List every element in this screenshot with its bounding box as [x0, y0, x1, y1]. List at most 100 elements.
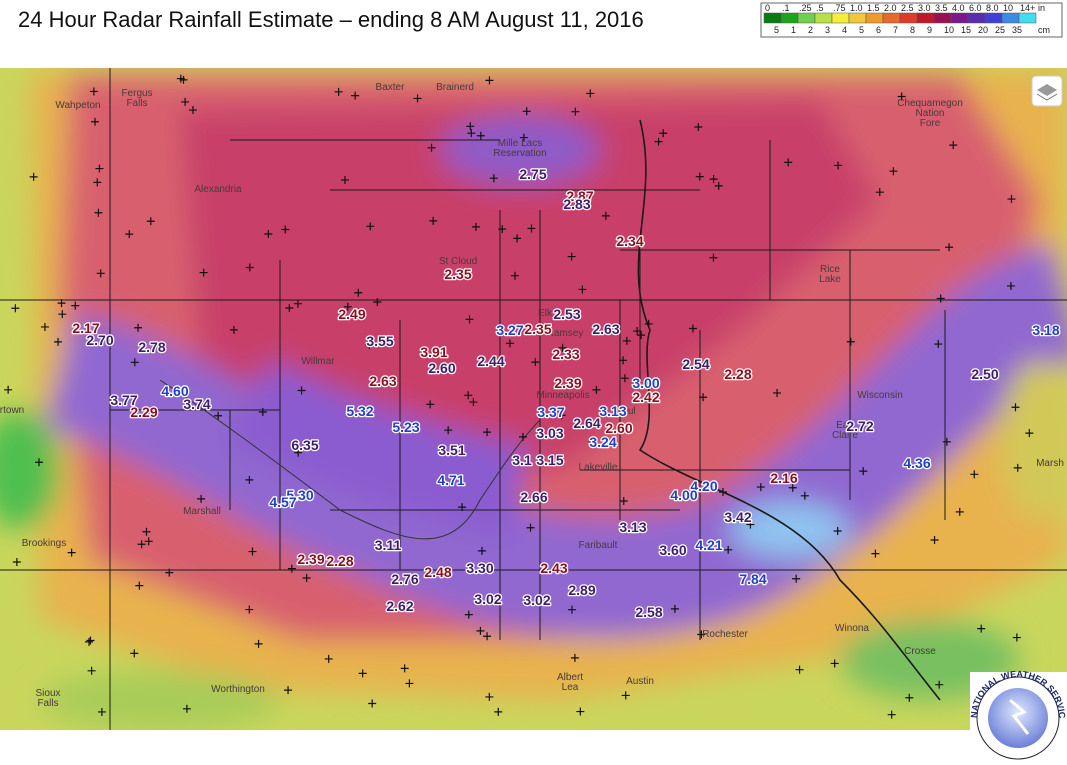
station-marker [621, 691, 630, 700]
rainfall-value: 2.72 [846, 418, 873, 434]
rainfall-value: 2.87 [566, 188, 593, 204]
station-marker [281, 225, 290, 234]
rainfall-value: 2.44 [477, 353, 504, 369]
station-marker [464, 610, 473, 619]
station-marker [557, 411, 566, 420]
station-marker [189, 106, 198, 115]
rainfall-value: 2.66 [520, 489, 547, 505]
station-marker [144, 537, 153, 546]
place-label: Elk [538, 308, 553, 319]
rainfall-value: 4.71 [437, 472, 464, 488]
station-marker [400, 664, 409, 673]
title: 24 Hour Radar Rainfall Estimate – ending… [18, 7, 644, 32]
station-marker [245, 605, 254, 614]
place-label: Mille Lacs [498, 138, 542, 149]
station-marker [531, 358, 540, 367]
station-marker [483, 428, 492, 437]
legend-cm-label: 10 [944, 25, 954, 35]
station-marker [334, 87, 343, 96]
station-marker [476, 626, 485, 635]
station-marker [284, 686, 293, 695]
legend-swatch [831, 12, 850, 24]
rainfall-value: 2.43 [540, 560, 567, 576]
legend-swatch [1018, 12, 1037, 24]
station-marker [351, 91, 360, 100]
rainfall-value: 2.17 [72, 320, 99, 336]
legend-cm-label: 20 [978, 25, 988, 35]
place-label: Reservation [493, 148, 546, 159]
station-marker [343, 302, 352, 311]
station-marker [756, 483, 765, 492]
station-marker [179, 75, 188, 84]
legend-cm-label: 2 [808, 25, 813, 35]
station-marker [795, 665, 804, 674]
station-marker [197, 494, 206, 503]
station-marker [709, 253, 718, 262]
legend-swatch [984, 12, 1003, 24]
station-marker [405, 679, 414, 688]
legend-swatch [763, 12, 782, 24]
station-marker [466, 122, 475, 131]
station-marker [165, 568, 174, 577]
legend-inch-label: 10 [1003, 3, 1013, 13]
rainfall-value: 2.58 [635, 604, 662, 620]
legend-cm-label: 1 [791, 25, 796, 35]
station-marker [489, 174, 498, 183]
legend: 0 .1 .25 .5 .75 1.0 1.5 2.0 2.5 3.0 3.5 4.0 6.0 8.0 10… [760, 2, 1063, 38]
station-marker [570, 653, 579, 662]
legend-cm-label: 8 [910, 25, 915, 35]
place-label: Faribault [579, 540, 618, 551]
station-marker [522, 107, 531, 116]
layers-button[interactable] [1031, 75, 1063, 107]
station-marker [368, 699, 377, 708]
place-label: Marshall [183, 506, 221, 517]
place-label: Nation [916, 108, 945, 119]
rainfall-value: 2.35 [444, 266, 471, 282]
station-marker [130, 358, 139, 367]
rainfall-value: 3.55 [366, 333, 393, 349]
rainfall-value: 5.32 [346, 403, 373, 419]
station-marker [905, 693, 914, 702]
legend-inch-label: 3.5 [935, 3, 948, 13]
place-label: Falls [126, 98, 147, 109]
station-marker [471, 222, 480, 231]
place-label: Willmar [301, 356, 335, 367]
rainfall-value: 4.60 [161, 383, 188, 399]
station-marker [897, 92, 906, 101]
rainfall-value: 2.49 [338, 306, 365, 322]
station-marker [936, 294, 945, 303]
place-label: Ramsey [547, 328, 584, 339]
rainfall-value: 3.13 [599, 403, 626, 419]
legend-inch-label: 3.0 [918, 3, 931, 13]
station-marker [1012, 633, 1021, 642]
place-label: Marsh [1036, 458, 1064, 469]
station-marker [181, 97, 190, 106]
station-marker [4, 385, 13, 394]
station-marker [800, 491, 809, 500]
legend-swatch [916, 12, 935, 24]
rainfall-value: 2.28 [724, 366, 751, 382]
station-marker [96, 269, 105, 278]
station-marker [199, 268, 208, 277]
rainfall-value: 3.77 [110, 392, 137, 408]
station-marker [792, 574, 801, 583]
rainfall-value: 2.63 [592, 321, 619, 337]
rainfall-value: 3.91 [420, 344, 447, 360]
station-marker [718, 488, 727, 497]
station-marker [494, 707, 503, 716]
station-marker [287, 564, 296, 573]
legend-inch-label: 14+ [1020, 3, 1035, 13]
station-marker [477, 546, 486, 555]
rainfall-value: 3.02 [474, 591, 501, 607]
place-label: Crosse [904, 646, 936, 657]
legend-cm-label: 3 [825, 25, 830, 35]
station-marker [86, 636, 95, 645]
place-label: Wahpeton [55, 100, 100, 111]
station-marker [464, 391, 473, 400]
place-label: Lake [819, 274, 841, 285]
rainfall-labels: 2.752.872.832.342.352.49 2.533.27 2.35 2.63… [71, 165, 1061, 622]
station-marker [485, 76, 494, 85]
station-marker [709, 175, 718, 184]
station-marker [942, 437, 951, 446]
rainfall-value: 3.24 [589, 434, 616, 450]
